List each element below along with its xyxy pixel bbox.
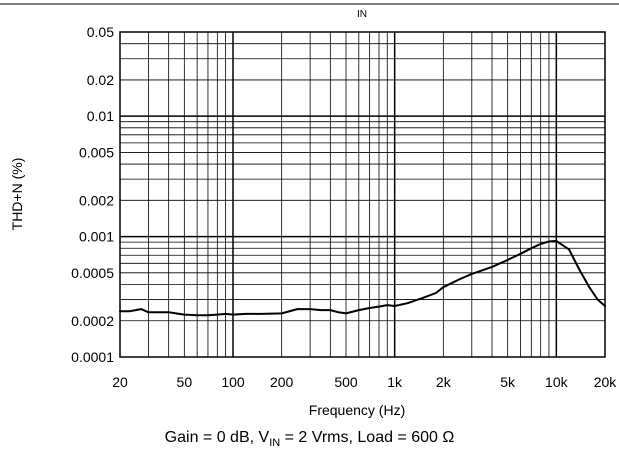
y-tick-label: 0.005 [79, 144, 114, 160]
caption-subscript: IN [269, 437, 281, 449]
x-tick-label: 10k [545, 374, 569, 390]
x-tick-label: 20k [594, 374, 618, 390]
thd-n-series-line [119, 239, 606, 317]
y-tick-labels: 0.05 0.02 0.01 0.005 0.002 0.001 0.0005 0.0002 0… [71, 24, 114, 365]
y-tick-label: 0.05 [87, 24, 114, 40]
x-tick-label: 5k [500, 374, 516, 390]
y-tick-label: 0.0002 [71, 313, 114, 329]
plot-frame [119, 31, 606, 358]
x-tick-label: 1k [387, 374, 403, 390]
caption-suffix: = 2 Vrms, Load = 600 Ω [280, 429, 455, 446]
chart-top-label: IN [357, 9, 367, 20]
y-tick-label: 0.02 [87, 72, 114, 88]
y-tick-label: 0.002 [79, 192, 114, 208]
series-layer [119, 239, 606, 317]
minor-gridlines [120, 32, 605, 357]
x-tick-labels: 20 50 100 200 500 1k 2k 5k 10k 20k [112, 374, 617, 390]
y-tick-label: 0.01 [87, 108, 114, 124]
x-tick-label: 100 [221, 374, 245, 390]
y-tick-label: 0.0005 [71, 265, 114, 281]
major-gridlines [120, 32, 605, 357]
y-axis-label: THD+N (%) [9, 158, 25, 231]
y-tick-label: 0.0001 [71, 349, 114, 365]
x-tick-label: 50 [177, 374, 193, 390]
x-tick-label: 2k [436, 374, 452, 390]
x-tick-label: 20 [112, 374, 128, 390]
x-tick-label: 200 [270, 374, 294, 390]
caption-prefix: Gain = 0 dB, V [164, 429, 270, 446]
x-axis-label: Frequency (Hz) [309, 402, 405, 418]
y-tick-label: 0.001 [79, 229, 114, 245]
x-tick-label: 500 [334, 374, 358, 390]
chart-caption: Gain = 0 dB, VIN = 2 Vrms, Load = 600 Ω [0, 429, 619, 449]
